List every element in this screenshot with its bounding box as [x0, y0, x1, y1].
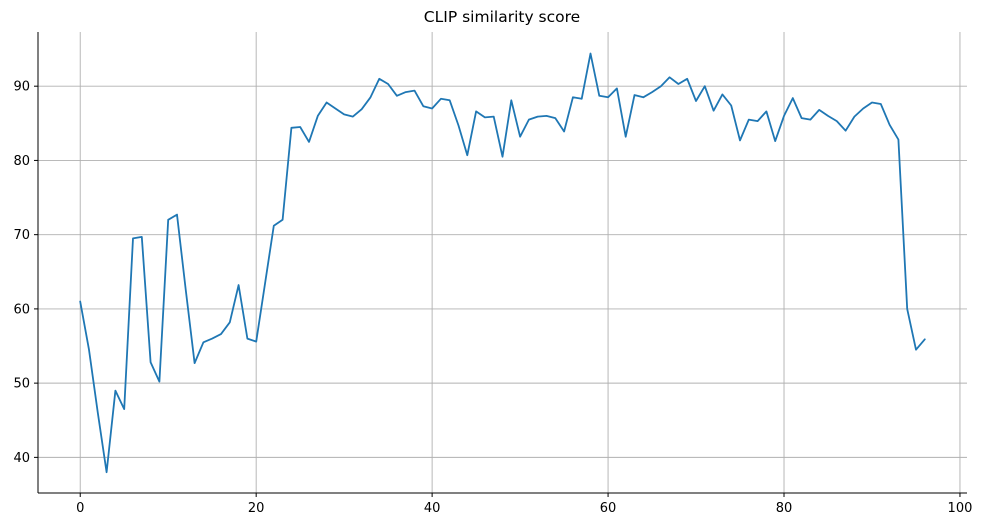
x-tick-label: 100	[948, 501, 973, 516]
axis-layer: 0 20 40 60 80 100 40 50 60 70 80 90	[13, 32, 972, 516]
y-tick-label: 50	[13, 377, 30, 392]
y-tick-label: 80	[13, 154, 30, 169]
x-tick-label: 20	[248, 501, 265, 516]
y-tick-label: 70	[13, 228, 30, 243]
y-tick-label: 40	[13, 451, 30, 466]
x-tick-label: 40	[424, 501, 441, 516]
grid-layer	[38, 32, 967, 493]
clip-score-line	[79, 52, 926, 474]
x-tick-label: 80	[776, 501, 793, 516]
y-tick-label: 60	[13, 302, 30, 317]
chart-title: CLIP similarity score	[424, 8, 580, 26]
x-tick-label: 60	[600, 501, 617, 516]
series-layer	[79, 52, 926, 474]
y-tick-label: 90	[13, 80, 30, 95]
x-tick-label: 0	[76, 501, 84, 516]
